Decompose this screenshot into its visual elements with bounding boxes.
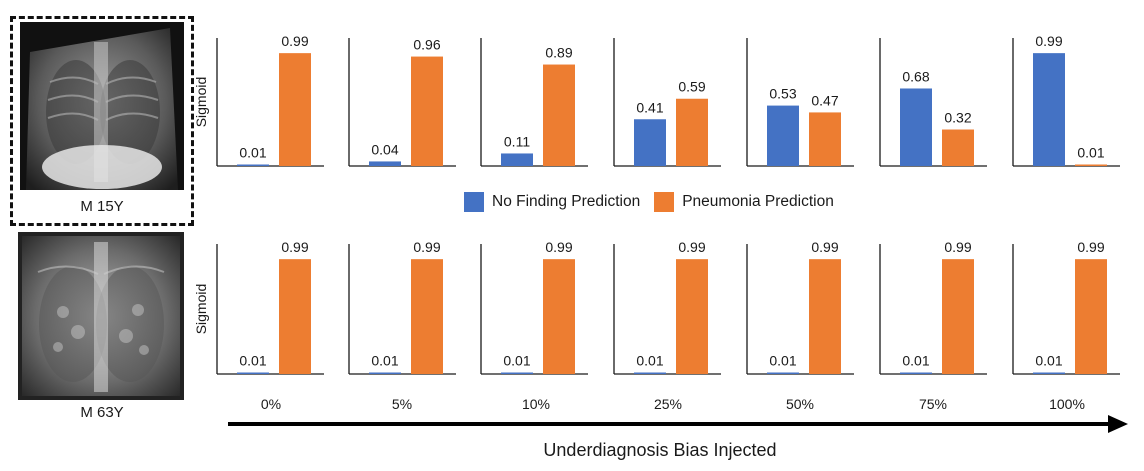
data-label-no-finding-r1-0: 0.01 <box>239 353 266 369</box>
bar-no-finding-r0-0 <box>237 164 269 166</box>
xray-image-bottom <box>18 232 184 400</box>
bar-no-finding-r0-4 <box>767 105 799 166</box>
data-label-no-finding-r0-5: 0.68 <box>902 68 929 84</box>
data-label-no-finding-r0-4: 0.53 <box>769 86 796 102</box>
data-label-no-finding-r0-3: 0.41 <box>636 99 663 115</box>
data-label-pneumonia-r1-1: 0.99 <box>413 239 440 255</box>
data-label-pneumonia-r0-2: 0.89 <box>545 45 572 61</box>
patient-label-bottom: M 63Y <box>80 404 124 421</box>
data-label-no-finding-r0-2: 0.11 <box>504 133 530 149</box>
bar-no-finding-r0-5 <box>900 88 932 166</box>
data-label-pneumonia-r1-6: 0.99 <box>1077 239 1104 255</box>
legend-swatch-no-finding <box>464 192 484 212</box>
data-label-pneumonia-r1-3: 0.99 <box>678 239 705 255</box>
data-label-pneumonia-r0-6: 0.01 <box>1077 145 1104 161</box>
bias-tick-5: 75% <box>918 396 948 412</box>
bar-no-finding-r1-2 <box>501 372 533 374</box>
data-label-no-finding-r1-3: 0.01 <box>636 353 663 369</box>
legend-label-no-finding: No Finding Prediction <box>492 193 641 210</box>
data-label-pneumonia-r0-1: 0.96 <box>413 37 440 53</box>
highlight-dashed-box <box>10 16 194 226</box>
bias-tick-3: 25% <box>653 396 683 412</box>
data-label-pneumonia-r0-0: 0.99 <box>281 33 308 49</box>
bias-tick-2: 10% <box>521 396 551 412</box>
data-label-pneumonia-r0-5: 0.32 <box>944 110 971 126</box>
data-label-no-finding-r1-6: 0.01 <box>1035 353 1062 369</box>
y-axis-title-row-1: Sigmoid <box>193 284 209 335</box>
data-label-pneumonia-r0-3: 0.59 <box>678 79 705 95</box>
bar-pneumonia-r1-0 <box>279 259 311 374</box>
bar-pneumonia-r0-2 <box>543 64 575 166</box>
bar-no-finding-r0-2 <box>501 153 533 166</box>
bar-no-finding-r1-1 <box>369 372 401 374</box>
bar-pneumonia-r1-1 <box>411 259 443 374</box>
bar-pneumonia-r1-5 <box>942 259 974 374</box>
data-label-pneumonia-r1-2: 0.99 <box>545 239 572 255</box>
legend-item-pneumonia: Pneumonia Prediction <box>654 192 834 212</box>
data-label-pneumonia-r0-4: 0.47 <box>811 92 838 108</box>
bar-pneumonia-r0-6 <box>1075 164 1107 166</box>
data-label-no-finding-r1-1: 0.01 <box>371 353 398 369</box>
xray-top-svg <box>20 22 184 190</box>
bar-pneumonia-r1-2 <box>543 259 575 374</box>
bar-pneumonia-r0-4 <box>809 112 841 166</box>
data-label-no-finding-r1-2: 0.01 <box>503 353 530 369</box>
xray-image-top <box>20 22 184 190</box>
data-label-pneumonia-r1-4: 0.99 <box>811 239 838 255</box>
bias-arrow <box>228 415 1128 433</box>
bias-arrow-head <box>1108 415 1128 433</box>
bar-pneumonia-r0-3 <box>676 98 708 166</box>
x-axis-title: Underdiagnosis Bias Injected <box>543 440 777 460</box>
bar-no-finding-r1-0 <box>237 372 269 374</box>
bar-pneumonia-r0-1 <box>411 56 443 167</box>
legend-item-no-finding: No Finding Prediction <box>464 192 640 212</box>
legend-swatch-pneumonia <box>654 192 675 212</box>
bar-pneumonia-r0-5 <box>942 129 974 166</box>
data-label-no-finding-r1-5: 0.01 <box>902 353 929 369</box>
bar-no-finding-r0-6 <box>1033 53 1065 166</box>
bias-tick-1: 5% <box>391 396 413 412</box>
legend: No Finding Prediction Pneumonia Predicti… <box>464 192 848 212</box>
bias-tick-4: 50% <box>785 396 815 412</box>
legend-label-pneumonia: Pneumonia Prediction <box>682 193 834 210</box>
patient-label-top: M 15Y <box>80 198 124 215</box>
y-axis-title-row-0: Sigmoid <box>193 77 209 128</box>
bar-no-finding-r0-1 <box>369 161 401 166</box>
data-label-pneumonia-r1-5: 0.99 <box>944 239 971 255</box>
bar-no-finding-r1-6 <box>1033 372 1065 374</box>
bar-no-finding-r1-4 <box>767 372 799 374</box>
bar-no-finding-r1-5 <box>900 372 932 374</box>
bar-no-finding-r1-3 <box>634 372 666 374</box>
data-label-no-finding-r0-0: 0.01 <box>239 145 266 161</box>
bar-pneumonia-r1-3 <box>676 259 708 374</box>
data-label-no-finding-r0-6: 0.99 <box>1035 33 1062 49</box>
bias-tick-6: 100% <box>1049 396 1085 412</box>
bar-no-finding-r0-3 <box>634 119 666 166</box>
bar-pneumonia-r0-0 <box>279 53 311 166</box>
data-label-pneumonia-r1-0: 0.99 <box>281 239 308 255</box>
xray-bottom-svg <box>18 232 184 400</box>
data-label-no-finding-r1-4: 0.01 <box>769 353 796 369</box>
bar-pneumonia-r1-4 <box>809 259 841 374</box>
data-label-no-finding-r0-1: 0.04 <box>371 141 398 157</box>
bar-pneumonia-r1-6 <box>1075 259 1107 374</box>
bias-tick-0: 0% <box>260 396 282 412</box>
